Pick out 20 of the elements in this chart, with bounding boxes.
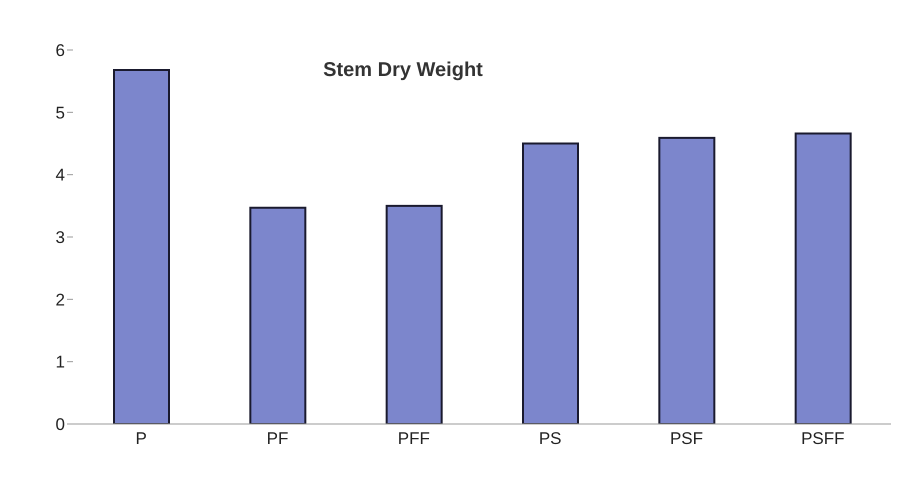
bar bbox=[522, 142, 579, 424]
bar bbox=[658, 136, 716, 424]
x-tick-label: PSF bbox=[670, 429, 704, 448]
y-tick-label: 1 bbox=[56, 352, 65, 372]
y-tick-label: 6 bbox=[56, 41, 65, 60]
x-tick-label: P bbox=[135, 429, 147, 448]
y-tick-label: 2 bbox=[56, 290, 65, 310]
y-tick-label: 4 bbox=[56, 166, 65, 185]
bar bbox=[113, 68, 170, 424]
x-tick-label: PFF bbox=[398, 429, 430, 448]
bar bbox=[794, 132, 852, 424]
x-tick-label: PSFF bbox=[801, 429, 845, 448]
y-tick-label: 0 bbox=[56, 415, 65, 434]
y-tick-label: 3 bbox=[56, 228, 65, 248]
bar bbox=[386, 204, 443, 424]
y-tick-label: 5 bbox=[56, 103, 65, 122]
x-tick-label: PF bbox=[266, 429, 288, 448]
chart-title: Stem Dry Weight bbox=[323, 59, 484, 81]
x-tick-label: PS bbox=[538, 429, 562, 448]
bar bbox=[249, 206, 306, 424]
